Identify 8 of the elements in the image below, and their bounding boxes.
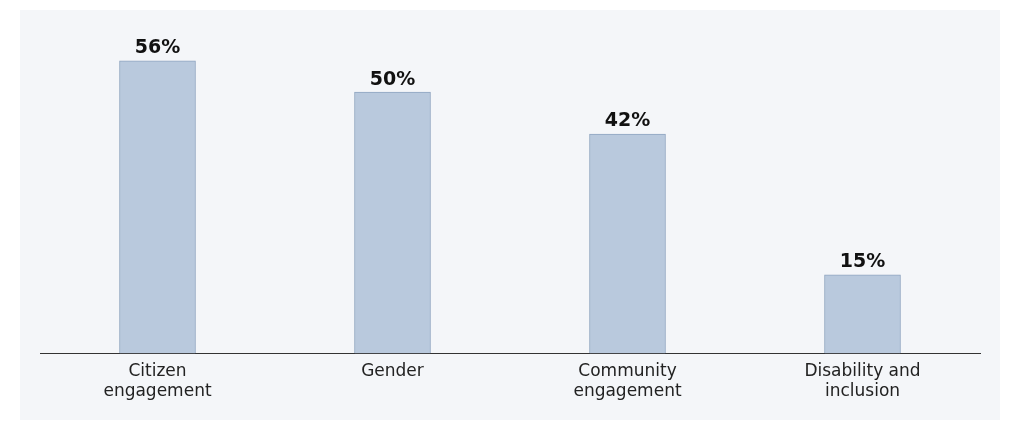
data-label: 56% bbox=[134, 35, 181, 58]
x-tick-label: Gender bbox=[361, 359, 424, 380]
data-label: 50% bbox=[369, 66, 416, 89]
x-tick-label: Citizen engagement bbox=[103, 359, 212, 401]
data-label: 15% bbox=[839, 249, 886, 272]
x-tick-label: Disability and inclusion bbox=[804, 359, 921, 401]
x-tick-label: Community engagement bbox=[573, 359, 682, 401]
data-label: 42% bbox=[604, 108, 651, 131]
